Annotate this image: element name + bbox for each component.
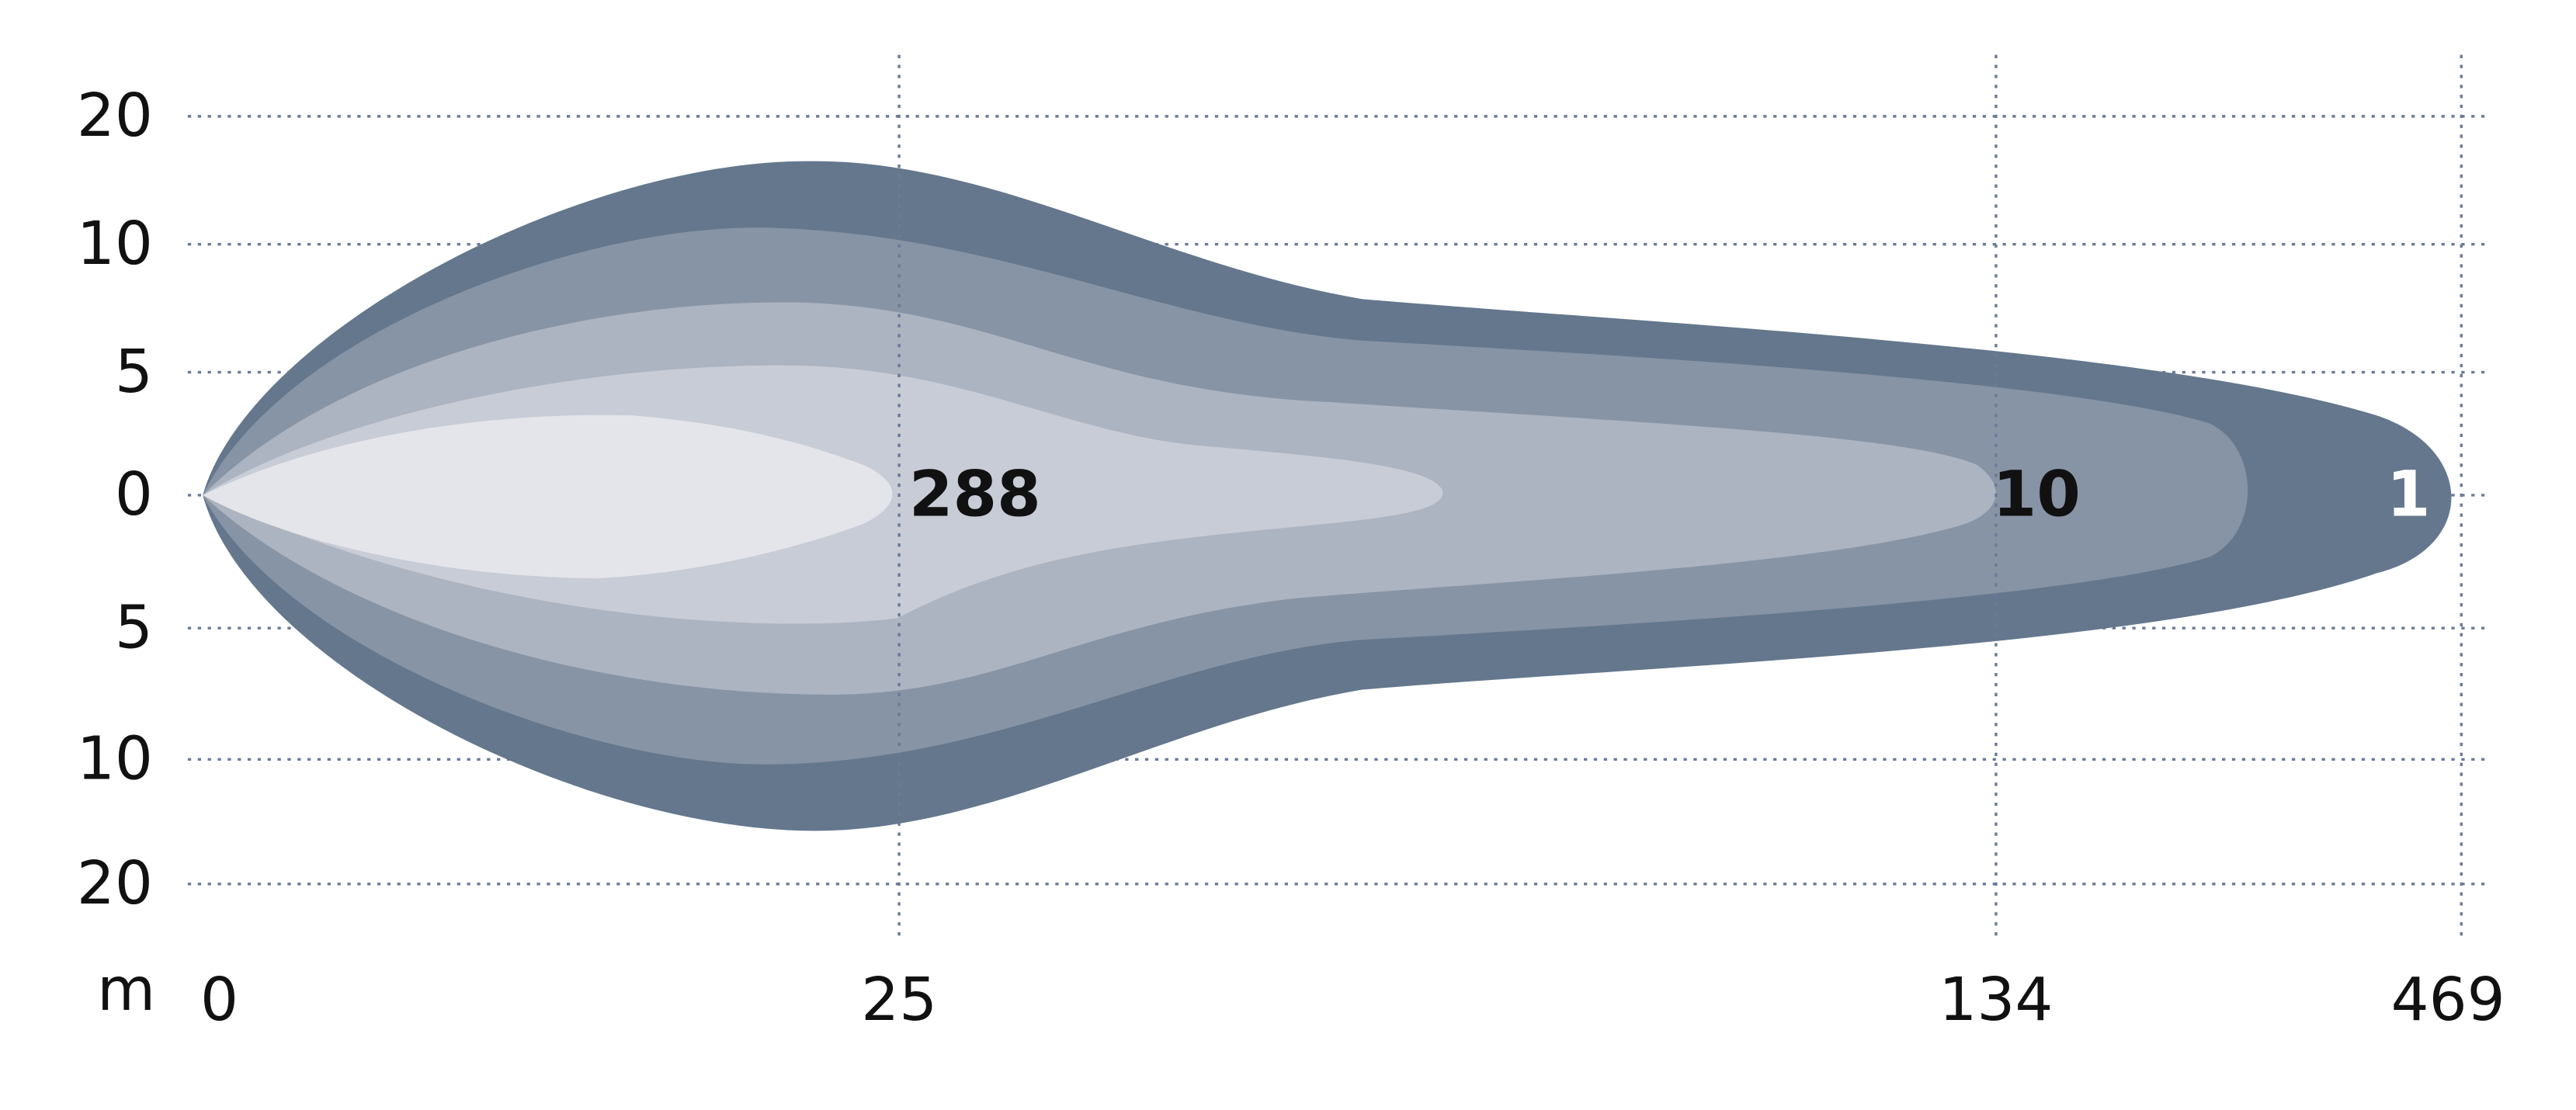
vertical-grid bbox=[897, 54, 2463, 939]
y-label: 20 bbox=[77, 848, 153, 918]
lux-label: 288 bbox=[909, 458, 1041, 532]
y-label: 0 bbox=[115, 460, 153, 529]
x-label: 134 bbox=[1939, 965, 2053, 1035]
y-label: 5 bbox=[115, 337, 153, 407]
y-label: 10 bbox=[77, 209, 153, 279]
y-axis: 20 10 5 0 5 10 20 bbox=[77, 81, 153, 918]
lux-label: 10 bbox=[1993, 458, 2081, 532]
y-label: 10 bbox=[77, 724, 153, 794]
x-label: 469 bbox=[2391, 965, 2505, 1035]
y-label: 5 bbox=[115, 592, 153, 662]
beam-pattern bbox=[203, 161, 2452, 831]
x-axis: m 0 25 134 469 bbox=[97, 955, 2505, 1035]
lux-label: 1 bbox=[2387, 458, 2431, 532]
x-label: 25 bbox=[861, 965, 937, 1035]
x-label: 0 bbox=[200, 965, 238, 1035]
beam-labels: 288 10 1 bbox=[909, 458, 2431, 532]
beam-zone bbox=[203, 415, 893, 578]
y-label: 20 bbox=[77, 81, 153, 151]
x-unit: m bbox=[97, 955, 155, 1025]
